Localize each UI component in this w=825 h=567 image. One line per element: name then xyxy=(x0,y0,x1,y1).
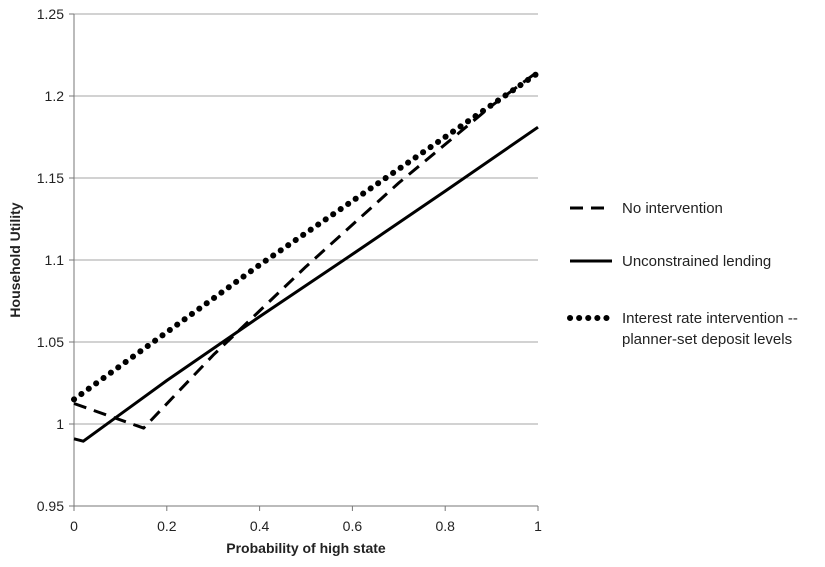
x-tick-label: 1 xyxy=(534,518,542,534)
y-tick-label: 1.2 xyxy=(45,88,65,104)
legend-label: Interest rate intervention -- xyxy=(622,310,798,327)
series-line-1 xyxy=(73,70,539,430)
y-axis-title: Household Utility xyxy=(7,202,23,317)
legend-label: planner-set deposit levels xyxy=(622,331,792,348)
legend-label: No intervention xyxy=(622,200,723,217)
gridlines xyxy=(74,13,538,425)
x-axis-title: Probability of high state xyxy=(226,540,386,556)
y-tick-label: 1 xyxy=(56,416,64,432)
x-tick-label: 0.2 xyxy=(157,518,177,534)
series-lines xyxy=(71,70,541,443)
y-tick-label: 1.15 xyxy=(37,170,64,186)
x-tick-label: 0 xyxy=(70,518,78,534)
y-tick-label: 0.95 xyxy=(37,498,64,514)
y-axis-ticks: 0.95 1 1.05 1.1 1.15 1.2 1.25 xyxy=(37,6,74,514)
y-tick-label: 1.1 xyxy=(45,252,65,268)
x-axis-ticks: 0 0.2 0.4 0.6 0.8 1 xyxy=(70,506,542,534)
axes xyxy=(73,14,538,507)
series-line-2 xyxy=(73,125,539,443)
x-tick-label: 0.4 xyxy=(250,518,270,534)
legend-label: Unconstrained lending xyxy=(622,253,771,270)
legend: No intervention Unconstrained lending Inte… xyxy=(567,200,798,348)
x-tick-label: 0.6 xyxy=(343,518,363,534)
series-line-3 xyxy=(71,70,541,403)
y-tick-label: 1.05 xyxy=(37,334,64,350)
y-tick-label: 1.25 xyxy=(37,6,64,22)
x-tick-label: 0.8 xyxy=(435,518,455,534)
